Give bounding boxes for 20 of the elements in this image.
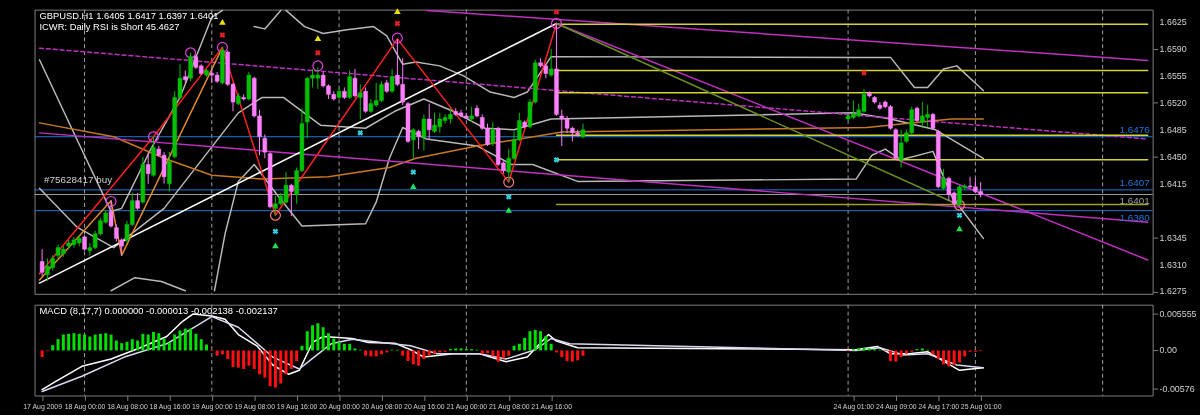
- y-tick-label: -0.00576: [1159, 383, 1195, 394]
- annotation: #75628417 buy: [44, 173, 113, 185]
- y-tick-label: 1.6590: [1159, 43, 1187, 54]
- y-tick-label: 0.00: [1159, 345, 1177, 356]
- y-tick-label: 0.005555: [1159, 308, 1197, 319]
- y-tick-label: 1.6555: [1159, 70, 1187, 81]
- ref-line-label: 1.6380: [1119, 211, 1151, 223]
- text: ICWR: Daily RSI is Short 45.4627: [39, 22, 180, 33]
- ref-line-label: 1.6407: [1119, 176, 1150, 188]
- y-tick-label: 1.6345: [1159, 232, 1187, 243]
- ref-line-label: 1.6401: [1119, 195, 1150, 207]
- ref-line-label: 1.6476: [1119, 123, 1151, 135]
- y-tick-label: 1.6520: [1159, 97, 1187, 108]
- chart-title: MACD (8,17,7) 0.000000 -0.000013 -0.002138 -0.002137: [39, 305, 278, 316]
- y-tick-label: 1.6415: [1159, 178, 1187, 189]
- y-tick-label: 1.6310: [1159, 259, 1187, 270]
- y-tick-label: 1.6485: [1159, 124, 1187, 135]
- y-tick-label: 1.6625: [1159, 16, 1187, 27]
- y-tick-label: 1.6275: [1159, 286, 1187, 297]
- y-tick-label: 1.6450: [1159, 151, 1187, 162]
